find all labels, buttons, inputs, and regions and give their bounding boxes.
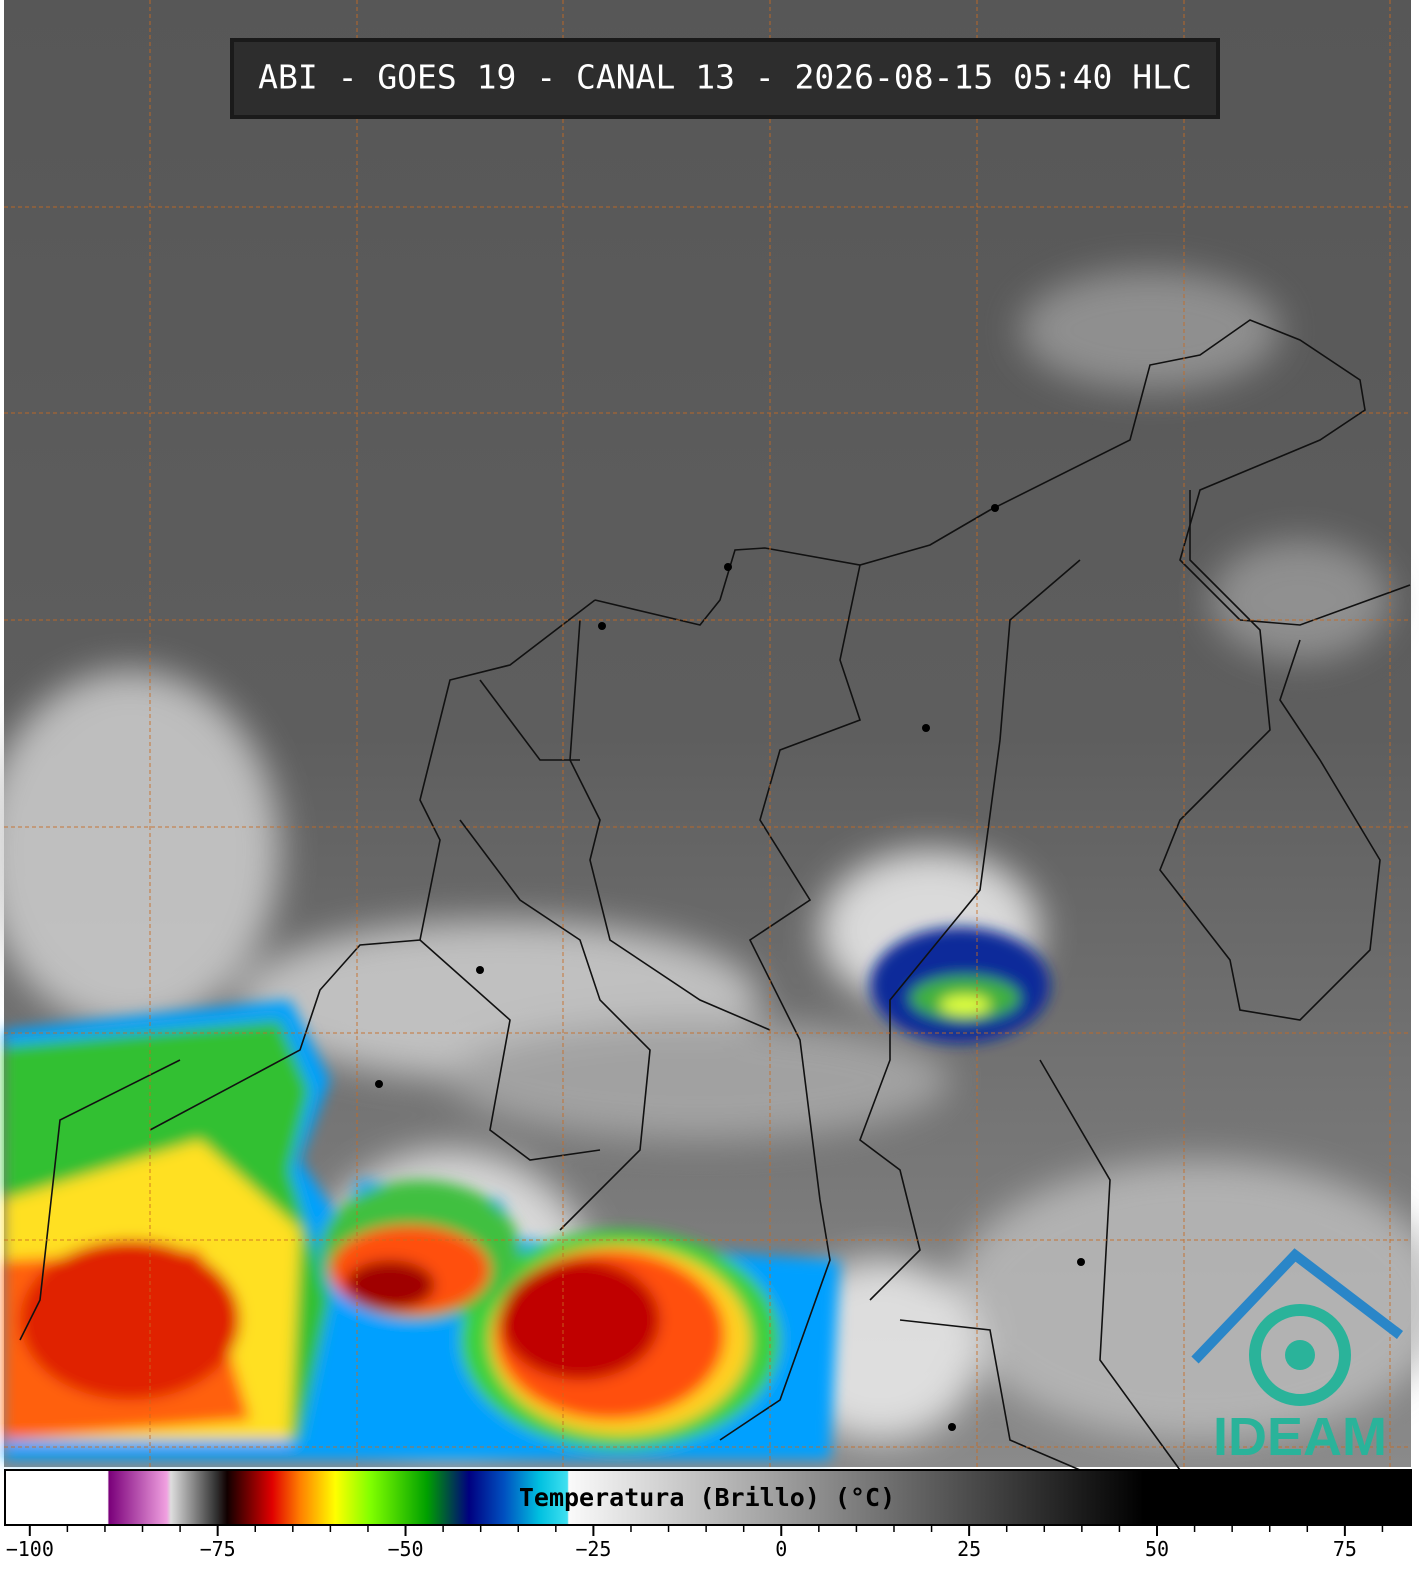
title-box: ABI - GOES 19 - CANAL 13 - 2026-08-15 05… (230, 38, 1220, 119)
colorbar: Temperatura (Brillo) (°C) (4, 1469, 1412, 1526)
tick-label: −75 (200, 1537, 236, 1561)
logo: IDEAM (1191, 1248, 1404, 1467)
tick-label: 75 (1333, 1537, 1357, 1561)
tick-label: 25 (957, 1537, 981, 1561)
tick-label: 0 (775, 1537, 787, 1561)
tick-label: −25 (575, 1537, 611, 1561)
title: ABI - GOES 19 - CANAL 13 - 2026-08-15 05… (258, 58, 1192, 97)
tick-label: 50 (1145, 1537, 1169, 1561)
satellite-image (0, 0, 1419, 1471)
tick-label: −100 (6, 1537, 54, 1561)
colorbar-label: Temperatura (Brillo) (°C) (519, 1483, 895, 1512)
logo-text: IDEAM (1213, 1407, 1387, 1467)
tick-label: −50 (387, 1537, 423, 1561)
